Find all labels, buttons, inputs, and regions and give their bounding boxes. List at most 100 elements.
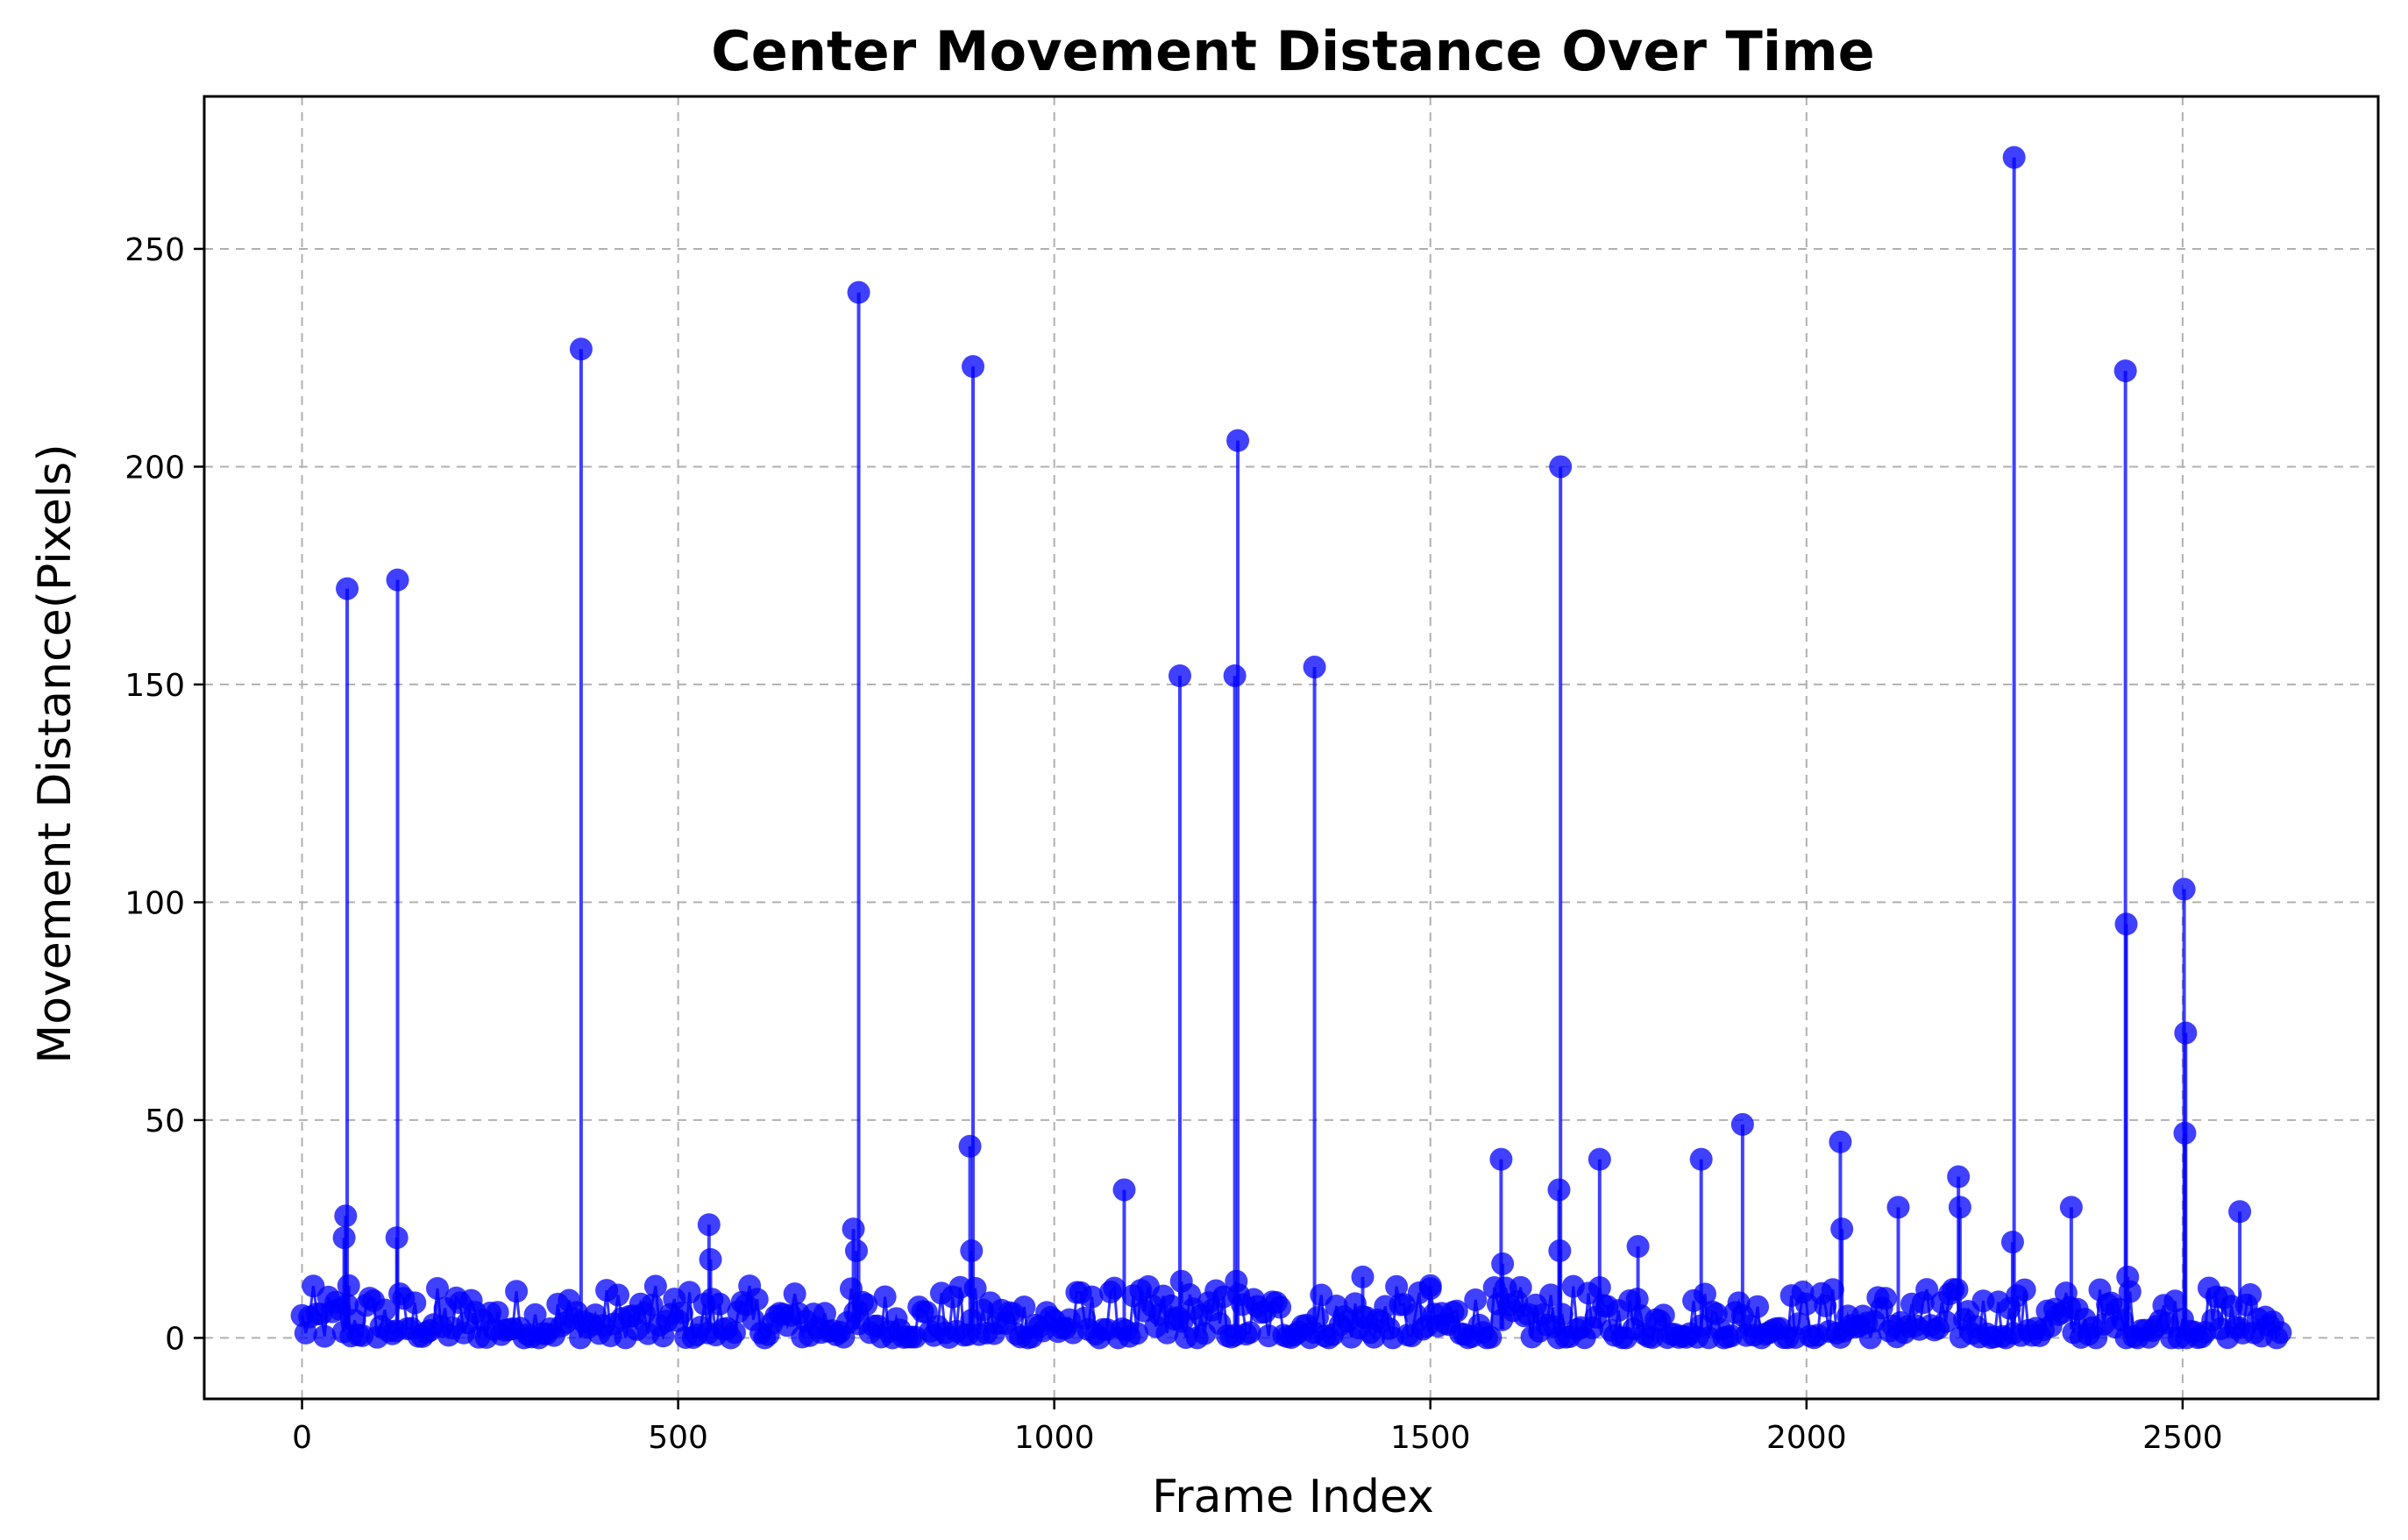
x-tick-label: 2000 <box>1766 1420 1847 1456</box>
data-point <box>1464 1288 1488 1311</box>
stem-lines <box>301 157 2282 1342</box>
data-point <box>1509 1275 1532 1299</box>
data-point <box>1693 1282 1716 1306</box>
data-point <box>1080 1285 1104 1309</box>
data-point <box>1126 1322 1149 1345</box>
y-tick-label: 250 <box>124 232 185 268</box>
data-point <box>855 1293 878 1316</box>
data-point <box>1549 455 1573 479</box>
data-point <box>842 1217 865 1241</box>
data-point <box>1550 1302 1573 1326</box>
data-point <box>1947 1165 1971 1189</box>
data-point <box>1746 1295 1770 1318</box>
data-point <box>707 1292 731 1316</box>
x-tick-label: 500 <box>648 1420 708 1456</box>
data-point <box>2013 1278 2036 1302</box>
data-point <box>1012 1295 1036 1319</box>
data-point <box>1948 1196 1971 1219</box>
data-point <box>1588 1147 1611 1171</box>
data-point <box>1689 1147 1713 1171</box>
data-point <box>385 1226 408 1250</box>
data-point <box>1548 1239 1572 1263</box>
data-point <box>2172 877 2196 901</box>
data-point <box>722 1321 746 1345</box>
x-tick-label: 0 <box>292 1420 312 1456</box>
data-point <box>1830 1217 1854 1241</box>
data-point <box>1225 1269 1248 1293</box>
data-point <box>2173 1121 2197 1145</box>
data-point <box>845 1239 868 1263</box>
data-point <box>1418 1274 1442 1297</box>
data-point <box>1588 1275 1611 1299</box>
data-point <box>643 1274 667 1298</box>
y-tick-label: 200 <box>124 450 185 486</box>
data-point <box>1730 1112 1754 1136</box>
x-axis-label: Frame Index <box>1152 1471 1434 1523</box>
x-tick-label: 1000 <box>1014 1420 1095 1456</box>
data-point <box>2239 1283 2262 1307</box>
data-point <box>2111 1309 2135 1332</box>
grid <box>204 96 2378 1399</box>
data-point <box>2116 1265 2140 1288</box>
data-point <box>1886 1196 1910 1219</box>
data-point <box>963 1276 987 1300</box>
data-point <box>1306 1306 1330 1330</box>
data-point <box>2228 1200 2252 1224</box>
data-point <box>847 280 870 304</box>
data-point <box>486 1301 509 1324</box>
data-point <box>1491 1252 1515 1275</box>
data-point <box>1547 1178 1571 1202</box>
y-tick-label: 150 <box>124 668 185 704</box>
data-point <box>962 355 985 379</box>
data-point <box>1303 656 1326 679</box>
data-point <box>2000 1231 2024 1254</box>
data-point <box>523 1302 547 1326</box>
data-point <box>334 1204 358 1228</box>
data-point <box>373 1298 396 1322</box>
data-point <box>1112 1178 1136 1202</box>
data-point <box>426 1276 450 1300</box>
data-point <box>699 1247 722 1271</box>
data-point <box>2113 359 2137 383</box>
y-axis-label: Movement Distance(Pixels) <box>29 444 82 1063</box>
y-axis-ticks: 0 50 100 150 200 250 <box>124 232 204 1357</box>
data-point <box>606 1283 629 1307</box>
plot-frame <box>202 95 2380 1401</box>
data-point <box>313 1324 337 1348</box>
data-point <box>403 1291 427 1315</box>
data-point <box>1652 1303 1675 1327</box>
data-point <box>505 1280 529 1303</box>
data-point <box>1103 1276 1126 1300</box>
data-point <box>960 1239 984 1263</box>
data-point <box>1238 1321 1261 1345</box>
data-point <box>1169 1269 1193 1293</box>
data-point <box>1351 1265 1374 1288</box>
data-markers <box>290 145 2292 1350</box>
x-tick-label: 1500 <box>1390 1420 1471 1456</box>
data-point <box>1945 1278 1969 1302</box>
data-point <box>1539 1283 1563 1307</box>
x-tick-label: 2500 <box>2142 1420 2223 1456</box>
data-point <box>745 1288 769 1311</box>
x-axis-ticks: 0 500 1000 1500 2000 2500 <box>292 1399 2223 1456</box>
data-point <box>1489 1147 1513 1171</box>
data-point <box>1223 664 1247 687</box>
data-point <box>1226 429 1250 452</box>
data-point <box>1626 1235 1650 1259</box>
data-point <box>337 1274 360 1297</box>
data-point <box>1168 664 1191 687</box>
data-point <box>332 1226 356 1250</box>
data-point <box>873 1285 897 1309</box>
data-point <box>1479 1325 1502 1349</box>
data-point <box>569 337 593 361</box>
data-point <box>813 1302 836 1325</box>
data-point <box>1268 1295 1292 1319</box>
data-point <box>2059 1196 2083 1219</box>
data-point <box>2269 1321 2292 1345</box>
data-point <box>1445 1299 1468 1323</box>
data-point <box>386 568 409 592</box>
data-point <box>640 1293 664 1316</box>
data-point <box>1915 1278 1939 1302</box>
data-point <box>783 1282 806 1306</box>
